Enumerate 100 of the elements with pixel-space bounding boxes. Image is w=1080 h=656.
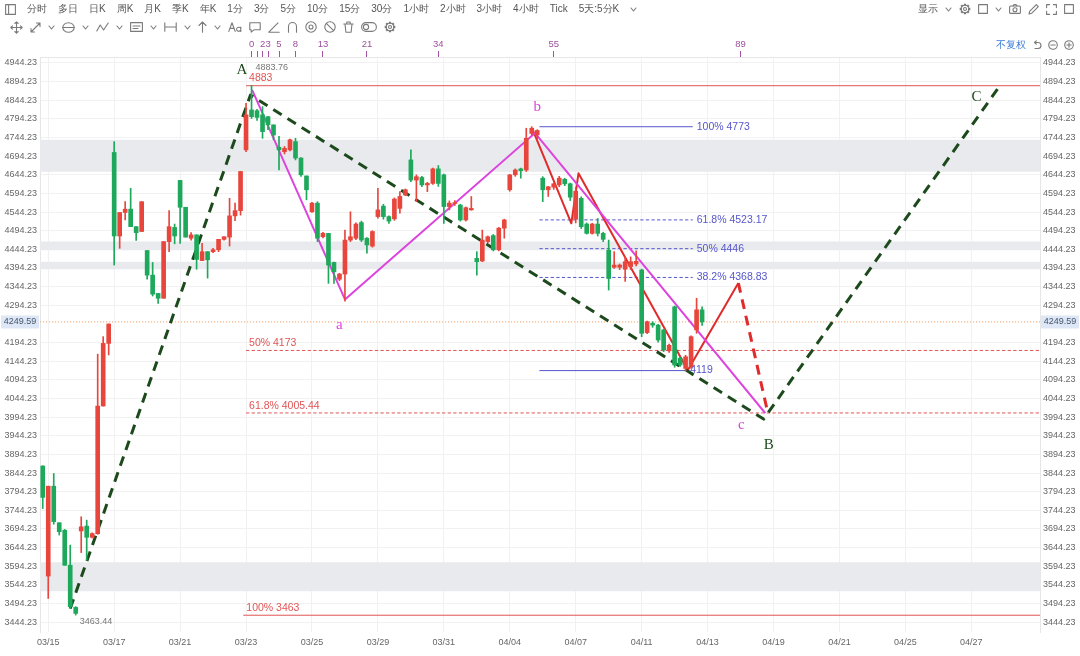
y-tick-label: 4344.23	[4, 281, 37, 292]
data-label: 61.8% 4523.17	[696, 212, 768, 225]
y2-tick-label: 3544.23	[1043, 579, 1076, 590]
y-tick-label: 4094.23	[4, 374, 37, 385]
x-tick-label: 04/11	[630, 636, 653, 647]
y2-tick-label: 3644.23	[1043, 542, 1076, 553]
y2-tick-label: 4294.23	[1043, 299, 1076, 310]
y-tick-label: 4844.23	[4, 94, 37, 105]
text: 4249.59	[1043, 316, 1077, 327]
data-label: 4883	[249, 71, 273, 84]
ref-line-label: 4249.59	[3, 316, 37, 327]
x-tick-label: 03/31	[432, 636, 456, 647]
text: 月K	[144, 3, 162, 15]
y-tick-label: 3594.23	[4, 560, 37, 571]
y2-tick-label: 4944.23	[1043, 57, 1076, 68]
y2-tick-label: 4594.23	[1043, 187, 1076, 198]
x-tick-label: 03/15	[36, 636, 60, 647]
y-tick-label: 4594.23	[4, 187, 37, 198]
y2-tick-label: 3944.23	[1043, 430, 1076, 441]
text: 分时	[27, 3, 47, 15]
text: 不复权	[996, 39, 1026, 51]
y2-tick-label: 4844.23	[1043, 94, 1076, 105]
x-tick-label: 03/21	[168, 636, 192, 647]
y2-tick-label: 3894.23	[1043, 448, 1076, 459]
y2-tick-label: 4144.23	[1043, 355, 1076, 366]
text: 季K	[172, 3, 189, 15]
y-tick-label: 3744.23	[4, 504, 37, 515]
data-label: c	[737, 416, 745, 433]
text: 5天:5分K	[578, 3, 620, 15]
text: 10分	[307, 3, 329, 15]
x-tick-label: 04/04	[498, 636, 522, 647]
x-tick-label: 04/27	[960, 636, 983, 647]
text: 3小时	[476, 3, 503, 15]
y2-tick-label: 4094.23	[1043, 374, 1076, 385]
y2-tick-label: 4644.23	[1043, 169, 1076, 180]
y2-tick-label: 4494.23	[1043, 225, 1076, 236]
text: 显示	[918, 3, 938, 15]
data-label: C	[971, 87, 982, 104]
x2-tick-label: 34	[433, 37, 444, 49]
x2-tick-label: 5	[276, 37, 282, 49]
text: 年K	[199, 3, 217, 15]
y-tick-label: 4694.23	[4, 150, 37, 161]
y2-tick-label: 3694.23	[1043, 523, 1076, 534]
y2-tick-label: 4744.23	[1043, 131, 1076, 142]
y-tick-label: 4194.23	[4, 337, 37, 348]
y-tick-label: 3844.23	[4, 467, 37, 478]
y-tick-label: 4494.23	[4, 225, 37, 236]
y-tick-label: 3544.23	[4, 579, 37, 590]
text: 15分	[339, 3, 361, 15]
text: 30分	[371, 3, 393, 15]
y2-tick-label: 4694.23	[1043, 150, 1076, 161]
x-tick-label: 03/29	[366, 636, 390, 647]
y-tick-label: 4744.23	[4, 131, 37, 142]
y-tick-label: 4444.23	[4, 243, 37, 254]
x2-tick-label: 21	[361, 37, 373, 49]
y-tick-label: 4544.23	[4, 206, 37, 217]
x-tick-label: 04/19	[762, 636, 785, 647]
y2-tick-label: 4544.23	[1043, 206, 1076, 217]
data-label: 61.8% 4005.44	[249, 398, 320, 411]
text: 日K	[89, 3, 106, 15]
text: 4小时	[513, 3, 539, 15]
text: 4883.76	[255, 62, 289, 73]
y-tick-label: 3444.23	[4, 616, 37, 627]
x-tick-label: 03/25	[300, 636, 324, 647]
y2-tick-label: 4894.23	[1043, 76, 1076, 87]
text: 1分	[227, 3, 243, 15]
y-tick-label: 3994.23	[4, 411, 37, 422]
data-label: A	[236, 61, 248, 78]
y2-tick-label: 3444.23	[1043, 616, 1076, 627]
x-tick-label: 04/25	[894, 636, 917, 647]
x-tick-label: 04/07	[564, 636, 587, 647]
data-label: b	[533, 98, 541, 115]
y-tick-label: 4294.23	[4, 299, 37, 310]
data-label: 38.2% 4368.83	[696, 270, 768, 283]
candlestick	[78, 516, 84, 553]
text: 3463.44	[79, 616, 113, 627]
y-tick-label: 3644.23	[4, 542, 37, 553]
y-tick-label: 4794.23	[4, 113, 37, 124]
y-tick-label: 4144.23	[4, 355, 37, 366]
text: 3分	[253, 3, 270, 15]
y2-tick-label: 4794.23	[1043, 113, 1076, 124]
data-label: 50% 4446	[696, 241, 745, 254]
data-label: 100% 3463	[246, 600, 300, 613]
text: 1小时	[403, 3, 429, 15]
x2-tick-label: 3	[265, 37, 271, 49]
x2-tick-label: 8	[292, 37, 299, 49]
text: 周K	[116, 3, 134, 15]
y2-tick-label: 3844.23	[1043, 467, 1076, 478]
y-tick-label: 4894.23	[4, 76, 37, 87]
y-tick-label: 3494.23	[4, 598, 37, 609]
x2-tick-label: 0	[248, 37, 255, 49]
x2-tick-label: 2	[259, 37, 266, 49]
y2-tick-label: 3494.23	[1043, 598, 1076, 609]
candlestick	[474, 251, 480, 276]
y2-tick-label: 3744.23	[1043, 504, 1076, 515]
y2-tick-label: 4044.23	[1043, 392, 1076, 403]
text: Tick	[549, 3, 568, 15]
x2-tick-label: 89	[735, 37, 746, 49]
x-tick-label: 03/23	[234, 636, 258, 647]
y-tick-label: 4944.23	[4, 57, 37, 68]
